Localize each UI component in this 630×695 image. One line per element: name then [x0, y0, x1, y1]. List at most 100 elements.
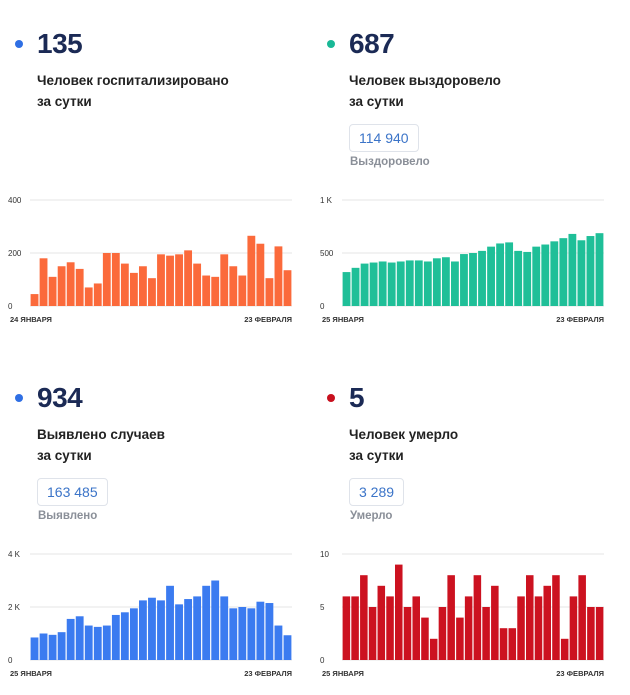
bar — [84, 287, 93, 306]
bar — [447, 575, 455, 660]
deaths-caption: Человек умерло за сутки — [349, 427, 459, 463]
bar — [478, 250, 486, 306]
bar — [247, 235, 256, 306]
hero-row: 934 — [8, 378, 83, 418]
hospitalized-count: 135 — [37, 28, 83, 59]
x-end-label: 23 ФЕВРАЛЯ — [244, 315, 292, 324]
recovered-chart: 1 K 500 0 25 ЯНВАРЯ 23 ФЕВРАЛЯ — [320, 190, 606, 341]
bar — [238, 275, 247, 306]
bar — [184, 599, 193, 660]
bar — [148, 597, 156, 660]
bar — [523, 251, 532, 306]
bar — [139, 600, 147, 661]
x-start-label: 25 ЯНВАРЯ — [10, 669, 52, 678]
deaths-dot-icon — [327, 394, 335, 402]
bar — [166, 255, 174, 306]
bar — [39, 633, 48, 660]
bar — [102, 253, 111, 306]
bar — [202, 585, 211, 660]
y-tick-label: 10 — [320, 550, 329, 559]
bar — [595, 233, 604, 306]
cases-count: 934 — [37, 382, 83, 413]
bar — [532, 246, 541, 306]
bar — [57, 266, 66, 306]
bar — [157, 600, 165, 661]
bar — [438, 607, 447, 660]
y-tick-label: 5 — [320, 603, 325, 612]
bar — [487, 246, 495, 306]
deaths-total-label: Умерло — [350, 510, 393, 522]
hero-row: 135 — [8, 24, 83, 64]
deaths-chart: 10 5 0 25 ЯНВАРЯ 23 ФЕВРАЛЯ — [320, 544, 606, 695]
bar — [369, 262, 378, 306]
bar — [421, 617, 429, 660]
chart-svg: 4 K 2 K 0 25 ЯНВАРЯ 23 ФЕВРАЛЯ — [8, 550, 292, 678]
y-tick-label: 200 — [8, 249, 22, 258]
recovered-dot-icon — [327, 40, 335, 48]
bar — [526, 575, 534, 660]
bar — [193, 263, 202, 306]
bar — [578, 575, 586, 660]
recovered-total-label: Выздоровело — [350, 156, 430, 168]
bar — [473, 575, 482, 660]
x-start-label: 25 ЯНВАРЯ — [322, 669, 364, 678]
bar — [93, 283, 102, 306]
bar — [499, 628, 508, 660]
bar — [120, 263, 129, 306]
bar — [387, 262, 396, 306]
bar — [482, 607, 490, 660]
bar — [283, 270, 292, 306]
bar — [120, 612, 129, 660]
bar — [586, 236, 595, 306]
y-tick-label: 1 K — [320, 196, 333, 205]
deaths-count: 5 — [349, 382, 365, 413]
bar — [220, 596, 229, 660]
bar — [30, 294, 39, 306]
bar — [129, 272, 138, 307]
chart-svg: 1 K 500 0 25 ЯНВАРЯ 23 ФЕВРАЛЯ — [320, 196, 604, 324]
bar — [265, 278, 274, 306]
bar — [129, 608, 138, 660]
bar — [247, 608, 256, 660]
bar — [559, 238, 568, 306]
bar — [57, 632, 66, 660]
y-tick-label: 0 — [8, 656, 13, 665]
hospitalized-caption: Человек госпитализировано за сутки — [37, 73, 229, 109]
bar — [377, 585, 386, 660]
bar — [351, 267, 360, 306]
hero-row: 687 — [320, 24, 395, 64]
bar — [508, 628, 517, 660]
x-end-label: 23 ФЕВРАЛЯ — [556, 669, 604, 678]
bar — [184, 250, 193, 306]
x-start-label: 24 ЯНВАРЯ — [10, 315, 52, 324]
bar — [111, 253, 120, 306]
bar — [405, 260, 414, 306]
bar — [93, 626, 102, 661]
bar — [360, 263, 369, 306]
bar — [175, 254, 183, 306]
bar — [157, 254, 165, 306]
bar — [238, 607, 247, 660]
bar — [396, 261, 405, 306]
y-tick-label: 4 K — [8, 550, 21, 559]
bar — [423, 261, 432, 306]
bar — [229, 608, 238, 660]
bar — [414, 260, 423, 306]
bar — [274, 246, 283, 307]
bar — [577, 240, 586, 306]
bar — [75, 616, 84, 660]
bar — [378, 261, 387, 306]
bar — [48, 276, 57, 306]
bar — [256, 601, 265, 660]
y-tick-label: 2 K — [8, 603, 21, 612]
bar — [102, 625, 111, 660]
bar — [403, 607, 412, 660]
chart-svg: 400 200 0 24 ЯНВАРЯ 23 ФЕВРАЛЯ — [8, 196, 292, 324]
bar — [514, 250, 523, 306]
bar — [496, 243, 505, 306]
bar — [342, 596, 351, 660]
y-tick-label: 0 — [320, 656, 325, 665]
deaths-total: 3 289 — [349, 478, 405, 506]
bar — [48, 634, 57, 660]
bar — [211, 580, 220, 660]
